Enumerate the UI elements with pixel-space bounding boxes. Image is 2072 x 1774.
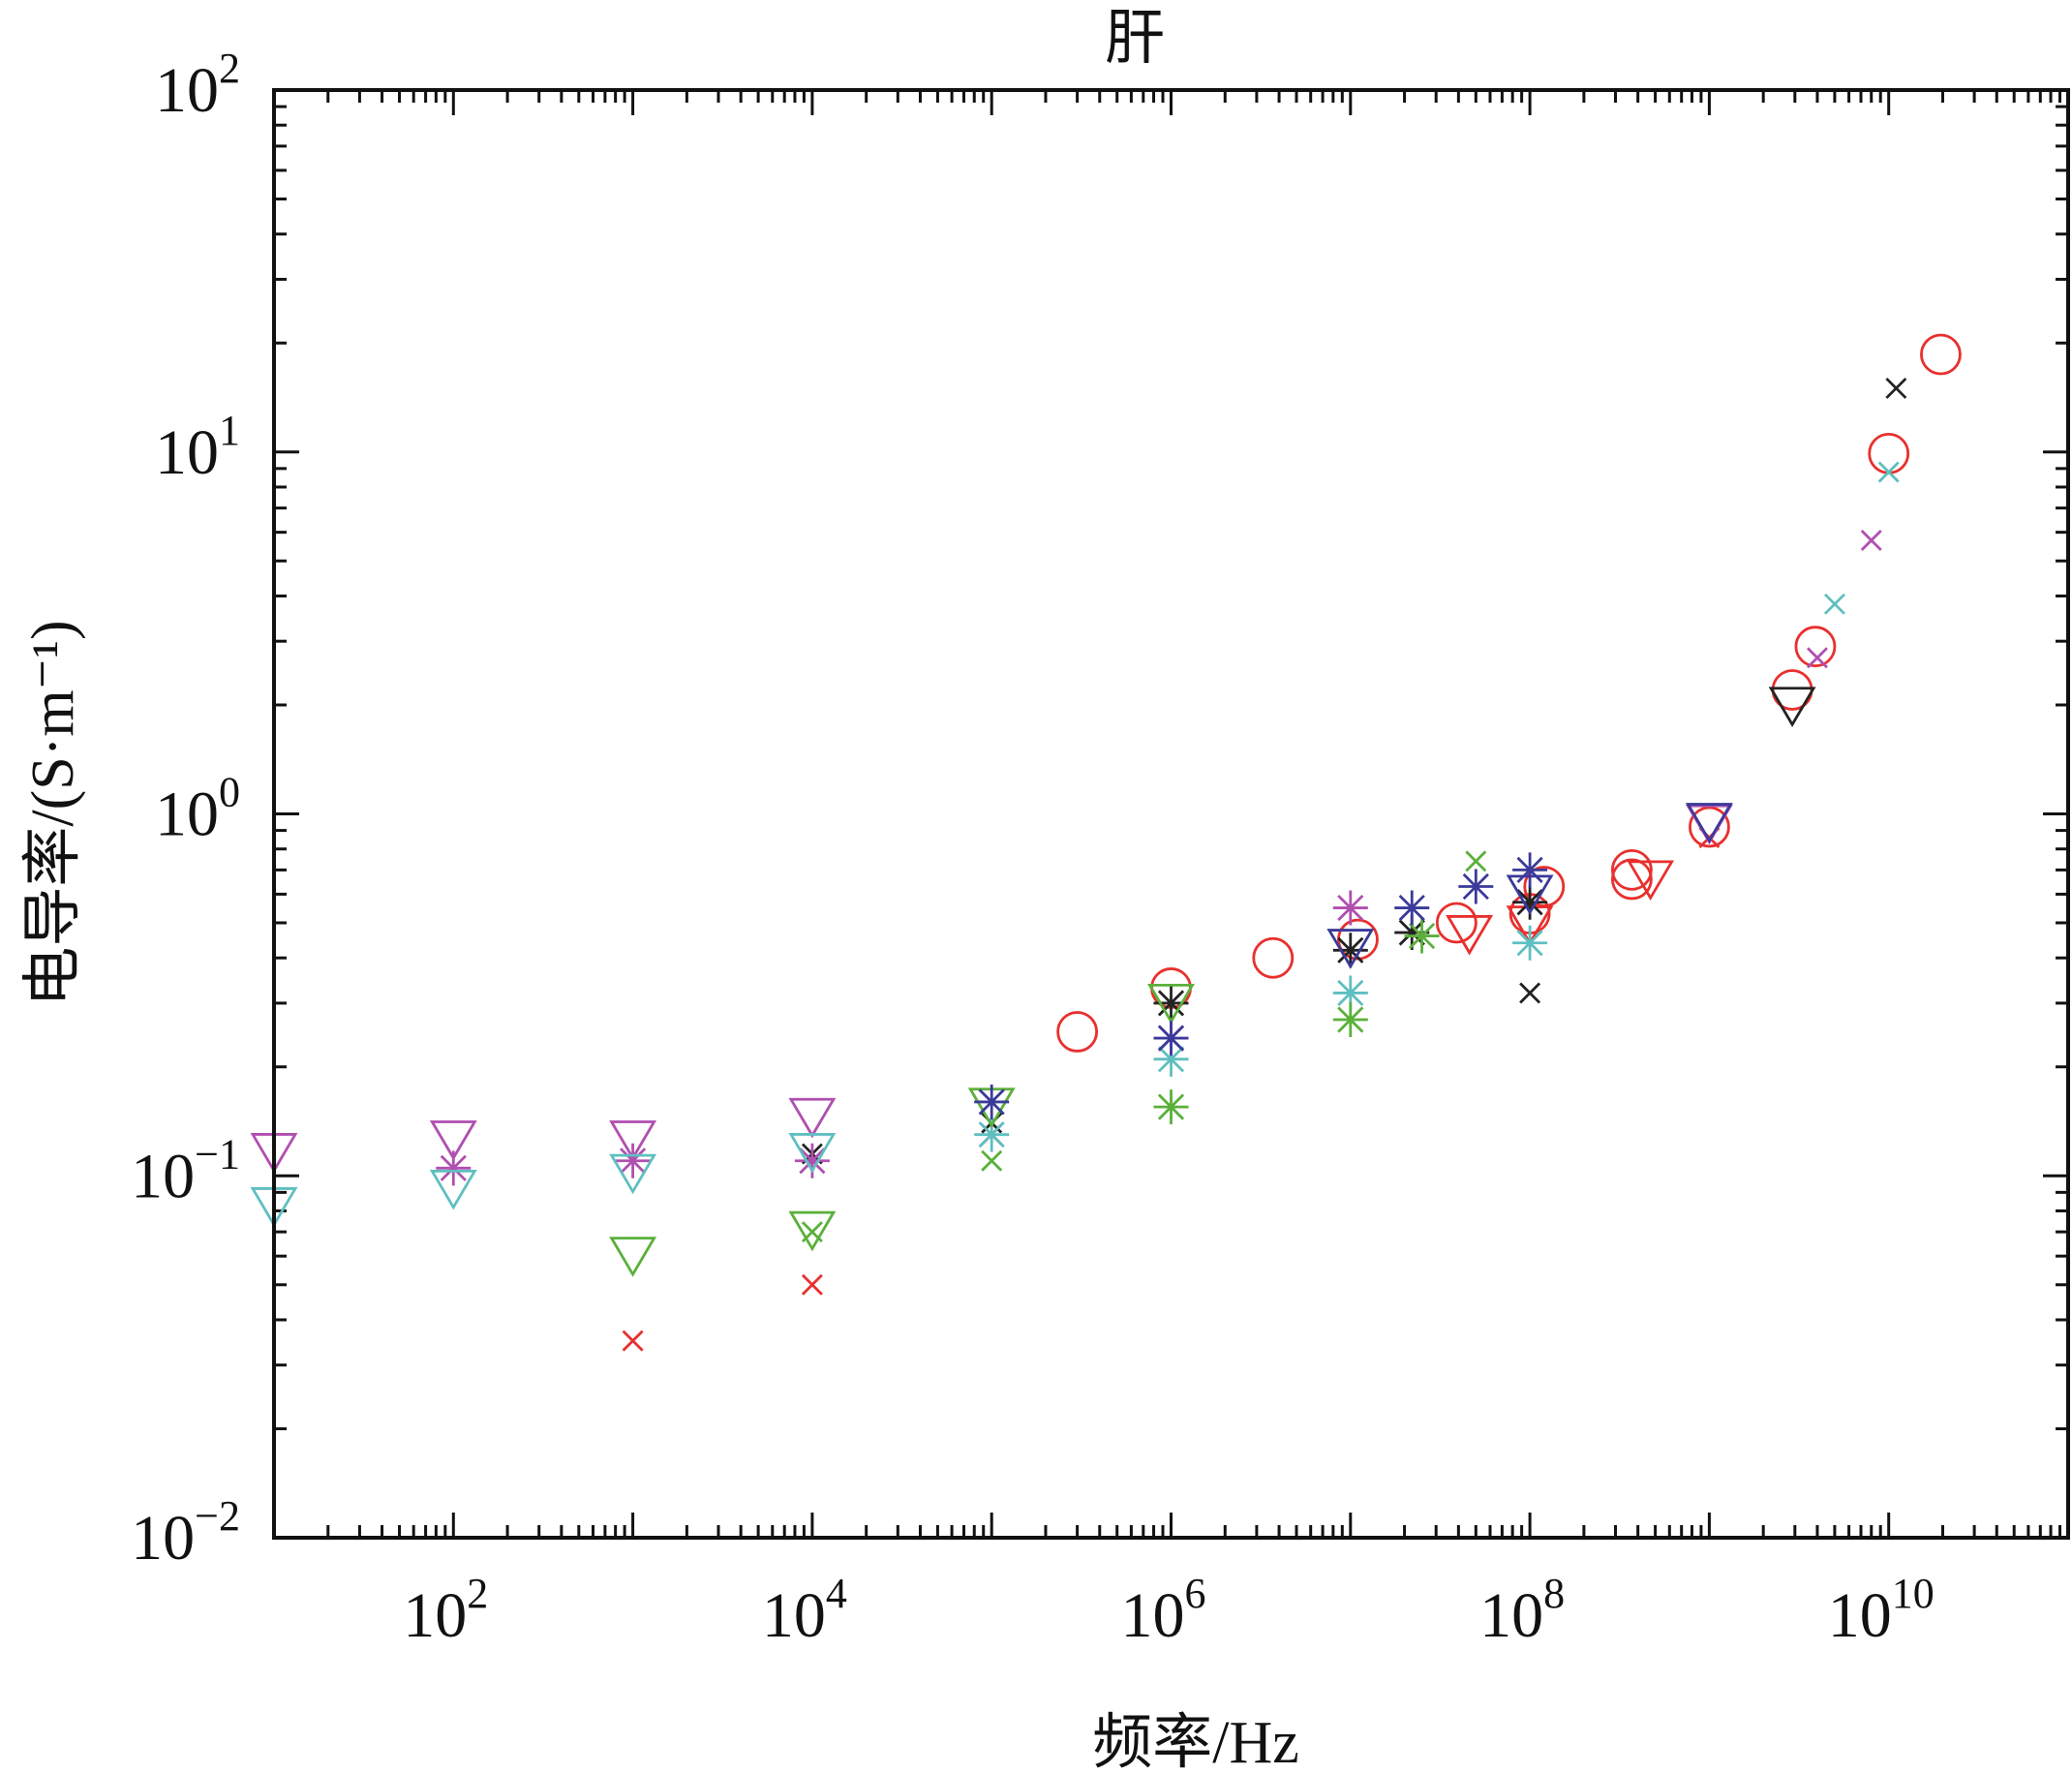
data-point-asterisk: [1332, 1002, 1368, 1038]
data-point-triangle: [1768, 687, 1816, 727]
series-red-x: [622, 826, 1721, 1352]
data-point-asterisk: [1332, 975, 1368, 1011]
data-point-asterisk: [1512, 884, 1548, 920]
series-cyan-asterisk: [974, 925, 1548, 1152]
series-red-circle: [1056, 333, 1962, 1053]
data-point-circle: [1689, 806, 1730, 848]
data-point-triangle: [788, 1210, 837, 1252]
series-blue-asterisk: [974, 852, 1548, 1119]
plot-frame: [272, 88, 2070, 1540]
data-point-asterisk: [1153, 1041, 1189, 1077]
y-tick-label: 102: [155, 45, 240, 126]
data-point-asterisk: [1332, 890, 1368, 926]
data-point-asterisk: [1404, 918, 1440, 954]
data-point-x: [801, 1221, 823, 1243]
y-tick-label: 100: [155, 769, 240, 850]
data-point-asterisk: [794, 1143, 830, 1178]
data-point-circle: [1920, 333, 1962, 376]
x-axis-title: 频率/Hz: [1092, 1710, 1299, 1774]
data-point-triangle: [429, 1169, 477, 1210]
data-point-x: [801, 1273, 823, 1296]
y-axis-title: 电导率/(S·m⁻¹): [20, 620, 86, 1006]
data-point-x: [622, 1330, 644, 1352]
series-green-asterisk: [1153, 918, 1440, 1125]
y-tick-label: 10−2: [131, 1492, 240, 1574]
data-point-circle: [1056, 1011, 1099, 1053]
series-magenta-asterisk: [436, 890, 1368, 1186]
data-point-x: [1806, 647, 1828, 669]
data-point-triangle: [429, 1120, 477, 1161]
data-point-circle: [1610, 858, 1653, 901]
data-point-circle: [1252, 936, 1295, 979]
series-black-x: [801, 377, 1907, 1165]
data-point-asterisk: [1153, 1021, 1189, 1056]
x-tick-label: 104: [762, 1570, 847, 1651]
data-point-asterisk: [1458, 869, 1494, 904]
data-point-asterisk: [1512, 852, 1548, 888]
data-point-x: [1877, 461, 1900, 483]
data-point-asterisk: [1394, 890, 1430, 926]
data-point-asterisk: [974, 1084, 1010, 1119]
y-tick-label: 101: [155, 407, 240, 488]
data-point-asterisk: [1512, 925, 1548, 961]
data-point-x: [1885, 377, 1907, 399]
series-magenta-x: [1806, 530, 1882, 669]
data-point-triangle: [788, 1097, 837, 1139]
data-point-triangle: [609, 1153, 657, 1195]
series-cyan-x: [1823, 461, 1900, 615]
data-point-triangle: [609, 1237, 657, 1277]
data-points: [250, 333, 1962, 1352]
data-point-circle: [1610, 848, 1653, 891]
axis-ticks: [274, 90, 2068, 1538]
data-point-x: [981, 1149, 1003, 1172]
data-point-triangle: [1446, 915, 1494, 956]
data-point-triangle: [1326, 929, 1375, 969]
data-point-asterisk: [1332, 933, 1368, 968]
data-point-x: [1860, 530, 1882, 551]
data-point-asterisk: [974, 1116, 1010, 1152]
data-point-asterisk: [1153, 1089, 1189, 1125]
series-green-triangle: [609, 984, 1195, 1277]
x-tick-label: 108: [1479, 1570, 1565, 1651]
series-cyan-triangle: [250, 1133, 837, 1228]
series-black-asterisk: [1153, 884, 1548, 1021]
data-point-circle: [1868, 432, 1910, 474]
data-point-triangle: [1147, 984, 1195, 1025]
data-point-x: [1823, 593, 1845, 615]
data-point-x: [1465, 850, 1487, 872]
data-point-circle: [1435, 902, 1478, 944]
data-point-asterisk: [1153, 985, 1189, 1021]
chart-title: 肝: [1105, 6, 1165, 72]
x-tick-label: 106: [1121, 1570, 1206, 1651]
data-point-triangle: [1627, 860, 1675, 902]
data-point-asterisk: [615, 1143, 651, 1178]
data-point-triangle: [609, 1120, 657, 1161]
y-tick-label: 10−1: [131, 1130, 240, 1211]
data-point-x: [1519, 982, 1541, 1004]
tick-labels: 102 104 106 108 1010 10−2 10−1 100 101 102: [131, 45, 1935, 1651]
data-point-asterisk: [436, 1150, 472, 1186]
data-point-asterisk: [1394, 915, 1430, 951]
x-tick-label: 1010: [1828, 1570, 1935, 1651]
series-black-triangle: [1768, 687, 1816, 727]
series-green-x: [801, 850, 1487, 1243]
x-tick-label: 102: [403, 1570, 488, 1651]
data-point-triangle: [788, 1133, 837, 1174]
data-point-circle: [1794, 626, 1837, 668]
data-point-triangle: [1685, 803, 1733, 843]
